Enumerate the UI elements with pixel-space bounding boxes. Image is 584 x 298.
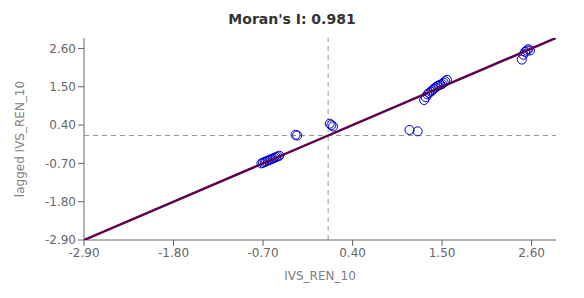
svg-text:1.50: 1.50 xyxy=(49,80,76,94)
svg-text:2.60: 2.60 xyxy=(49,42,76,56)
svg-text:lagged IVS_REN_10: lagged IVS_REN_10 xyxy=(13,81,27,197)
svg-text:-2.90: -2.90 xyxy=(68,246,99,260)
svg-text:0.40: 0.40 xyxy=(49,118,76,132)
svg-text:IVS_REN_10: IVS_REN_10 xyxy=(284,269,356,283)
svg-text:2.60: 2.60 xyxy=(518,246,545,260)
svg-text:-1.80: -1.80 xyxy=(45,195,76,209)
svg-text:-0.70: -0.70 xyxy=(45,157,76,171)
svg-text:0.40: 0.40 xyxy=(339,246,366,260)
svg-text:-0.70: -0.70 xyxy=(248,246,279,260)
html-text:Moran's I: 0.981: Moran's I: 0.981 xyxy=(228,11,356,27)
svg-text:-2.90: -2.90 xyxy=(45,233,76,247)
svg-text:1.50: 1.50 xyxy=(429,246,456,260)
svg-text:-1.80: -1.80 xyxy=(158,246,189,260)
